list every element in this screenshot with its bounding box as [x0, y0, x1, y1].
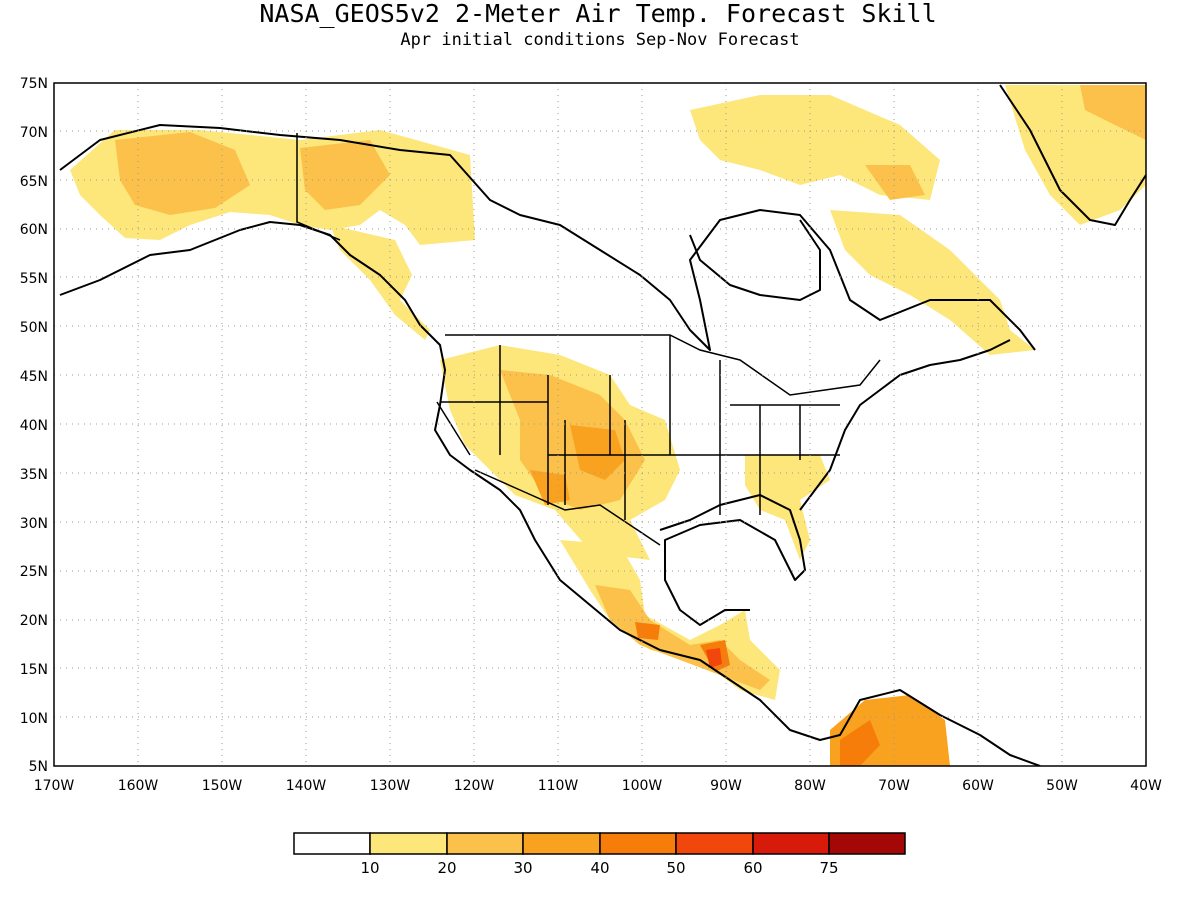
- plot-frame: [53, 82, 1147, 767]
- coastlines: [59, 84, 1146, 766]
- border-states-west: [436, 335, 730, 520]
- border-alaska-canada: [296, 133, 341, 241]
- lat-label: 50N: [20, 320, 48, 336]
- colorbar-swatch: [752, 832, 830, 855]
- lat-label: 55N: [20, 271, 48, 287]
- lon-label: 70W: [878, 778, 910, 794]
- skill-region-alaska-mid: [115, 132, 250, 215]
- lon-label: 40W: [1130, 778, 1162, 794]
- coastline-alaska: [59, 221, 1041, 766]
- colorbar-labels: 10 20 30 40 50 60 75: [360, 859, 838, 877]
- colorbar-label: 40: [590, 859, 609, 877]
- lat-label: 5N: [29, 759, 48, 775]
- coastline-gulf: [659, 494, 806, 626]
- skill-region-quebec: [830, 210, 1035, 355]
- lat-label: 45N: [20, 369, 48, 385]
- lat-label: 15N: [20, 662, 48, 678]
- lon-label: 120W: [454, 778, 495, 794]
- lat-label: 20N: [20, 613, 48, 629]
- lat-label: 75N: [20, 76, 48, 92]
- lon-label: 60W: [962, 778, 994, 794]
- lon-label: 100W: [622, 778, 663, 794]
- lon-label: 50W: [1046, 778, 1078, 794]
- skill-region-arctic-mid: [865, 165, 925, 200]
- colorbar-swatch: [293, 832, 371, 855]
- colorbar-swatch: [369, 832, 448, 855]
- political-boundaries: [296, 133, 881, 546]
- lat-label: 70N: [20, 125, 48, 141]
- coastline-hudson: [689, 219, 821, 301]
- lat-label: 10N: [20, 711, 48, 727]
- border-us-mexico: [474, 469, 661, 546]
- colorbar-swatch: [828, 832, 906, 855]
- lat-label: 30N: [20, 516, 48, 532]
- colorbar-swatch: [675, 832, 754, 855]
- skill-region-bc-coast: [330, 225, 430, 340]
- map-subtitle: Apr initial conditions Sep-Nov Forecast: [400, 30, 799, 50]
- colorbar-label: 60: [743, 859, 762, 877]
- skill-region-greenland-mid: [1080, 85, 1146, 140]
- skill-region-az-high: [530, 470, 570, 505]
- colorbar-label: 10: [360, 859, 379, 877]
- coastline-arctic: [59, 124, 1036, 351]
- colorbar: [293, 832, 906, 855]
- colorbar-swatch: [446, 832, 524, 855]
- lat-label: 40N: [20, 418, 48, 434]
- colorbar-label: 75: [819, 859, 838, 877]
- lat-label: 65N: [20, 174, 48, 190]
- skill-region-yukon-mid: [300, 140, 390, 210]
- lon-label: 170W: [34, 778, 75, 794]
- coastline-east: [799, 339, 1011, 511]
- colorbar-swatch: [522, 832, 601, 855]
- border-states-east: [719, 360, 840, 515]
- lat-label: 35N: [20, 467, 48, 483]
- lon-label: 110W: [538, 778, 579, 794]
- lat-label: 25N: [20, 564, 48, 580]
- colorbar-label: 50: [666, 859, 685, 877]
- lon-label: 140W: [286, 778, 327, 794]
- map-title: NASA_GEOS5v2 2-Meter Air Temp. Forecast …: [259, 0, 936, 28]
- lon-label: 160W: [118, 778, 159, 794]
- lon-axis: 170W 160W 150W 140W 130W 120W 110W 100W …: [34, 778, 1162, 794]
- skill-region-oaxaca-high: [635, 622, 660, 640]
- lon-label: 150W: [202, 778, 243, 794]
- lon-label: 90W: [710, 778, 742, 794]
- skill-region-guatemala-peak: [706, 648, 722, 668]
- lat-axis: 75N 70N 65N 60N 55N 50N 45N 40N 35N 30N …: [20, 76, 48, 775]
- colorbar-swatch: [599, 832, 677, 855]
- lat-label: 60N: [20, 222, 48, 238]
- lon-label: 80W: [794, 778, 826, 794]
- skill-region-nm-high: [570, 425, 625, 480]
- gridlines: [54, 83, 1146, 766]
- coastline-greenland: [999, 84, 1146, 226]
- skill-region-sa-high: [840, 720, 880, 766]
- skill-shading: [70, 85, 1146, 766]
- colorbar-label: 30: [513, 859, 532, 877]
- lon-label: 130W: [370, 778, 411, 794]
- colorbar-label: 20: [437, 859, 456, 877]
- skill-region-southeast: [745, 455, 830, 560]
